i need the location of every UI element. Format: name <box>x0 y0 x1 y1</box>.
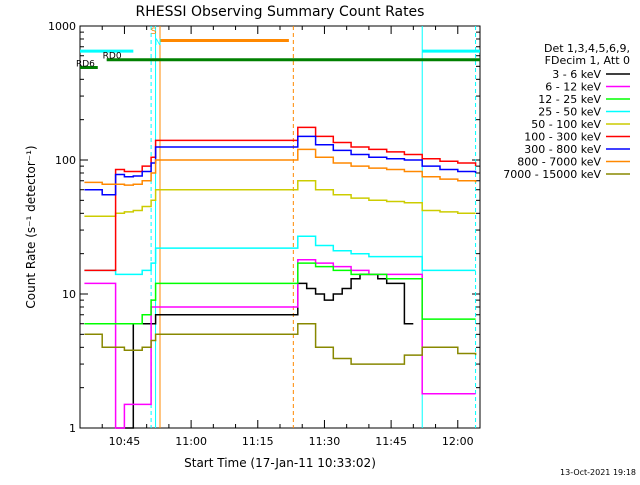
legend-header: FDecim 1, Att 0 <box>545 54 630 67</box>
legend-label: 800 - 7000 keV <box>517 156 601 169</box>
flag-marker: S <box>151 27 157 37</box>
flag-label: RD6 <box>76 60 95 70</box>
legend-header: Det 1,3,4,5,6,9, <box>544 42 630 55</box>
series-layer <box>84 126 477 429</box>
legend-label: 6 - 12 keV <box>545 81 601 94</box>
x-tick-label: 11:45 <box>375 435 407 448</box>
flag-label: RD0 <box>103 52 122 62</box>
series-line <box>84 262 476 325</box>
flag-marker: N <box>155 38 162 48</box>
x-tick-label: 11:15 <box>242 435 274 448</box>
x-tick-label: 11:00 <box>175 435 207 448</box>
legend-label: 300 - 800 keV <box>524 143 601 156</box>
legend-label: 100 - 300 keV <box>524 131 601 144</box>
legend-label: 3 - 6 keV <box>552 68 601 81</box>
x-tick-label: 12:00 <box>442 435 474 448</box>
series-line <box>84 126 477 272</box>
y-tick-label: 1 <box>69 422 76 435</box>
legend-label: 7000 - 15000 keV <box>503 168 601 181</box>
legend-label: 25 - 50 keV <box>538 106 601 119</box>
footer-timestamp: 13-Oct-2021 19:18 <box>560 468 636 477</box>
series-line <box>84 180 476 218</box>
y-tick-label: 1000 <box>48 20 76 33</box>
state-flags: RD0 RD6 SN <box>76 27 480 70</box>
axis-ticks: 1 10 100 1000 10:45 11:00 11:15 11:30 11:45 12:00 <box>48 20 481 448</box>
series-line <box>115 273 414 429</box>
y-tick-label: 10 <box>62 288 76 301</box>
series-line <box>84 322 477 365</box>
chart-title: RHESSI Observing Summary Count Rates <box>136 4 425 20</box>
x-tick-label: 11:30 <box>309 435 341 448</box>
y-tick-label: 100 <box>55 154 76 167</box>
x-tick-label: 10:45 <box>109 435 141 448</box>
series-line <box>84 148 477 186</box>
legend: Det 1,3,4,5,6,9,FDecim 1, Att 03 - 6 keV… <box>503 42 630 181</box>
y-axis-label: Count Rate (s⁻¹ detector⁻¹) <box>24 145 38 308</box>
series-line <box>84 235 476 276</box>
series-line <box>84 135 477 196</box>
legend-label: 12 - 25 keV <box>538 93 601 106</box>
legend-label: 50 - 100 keV <box>531 118 601 131</box>
x-axis-label: Start Time (17-Jan-11 10:33:02) <box>184 456 376 470</box>
